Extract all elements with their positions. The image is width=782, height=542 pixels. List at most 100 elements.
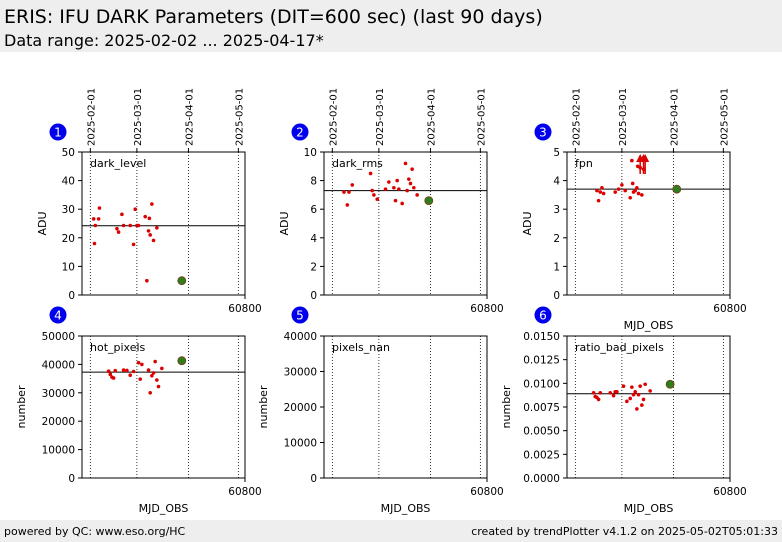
data-point	[383, 187, 388, 191]
page-title: ERIS: IFU DARK Parameters (DIT=600 sec) …	[4, 6, 543, 28]
y-tick-label: 8	[310, 176, 317, 188]
data-point	[615, 390, 619, 394]
plot-frame	[81, 151, 246, 296]
y-tick-label: 0.0000	[523, 473, 560, 485]
data-point	[111, 376, 116, 380]
panel-label: ratio_bad_pixels	[575, 341, 664, 354]
y-tick-label: 30	[62, 204, 75, 216]
y-tick-label: 50	[62, 147, 75, 159]
data-point	[347, 190, 351, 194]
data-point	[635, 407, 639, 411]
panel-label: hot_pixels	[90, 341, 146, 354]
data-point	[136, 223, 141, 228]
data-point	[131, 369, 136, 374]
y-tick-label: 0	[553, 290, 560, 302]
data-point	[636, 191, 641, 196]
out-of-range-arrow	[641, 154, 650, 162]
x-tick-label: 60800	[228, 486, 261, 498]
data-point	[147, 216, 152, 221]
date-tick-label: 2025-03-01	[375, 88, 386, 146]
latest-point	[665, 379, 675, 389]
panel-number: 1	[54, 126, 62, 140]
panel-number-badge	[291, 123, 309, 141]
data-point	[116, 230, 121, 234]
panel-number-badge	[49, 123, 67, 141]
latest-point	[424, 196, 434, 206]
data-point	[155, 378, 159, 382]
data-point	[596, 397, 601, 402]
data-point	[596, 198, 601, 203]
panel-number: 4	[54, 309, 62, 323]
y-tick-label: 0.0025	[523, 449, 560, 461]
y-tick-label: 10000	[42, 445, 75, 457]
latest-point	[672, 184, 682, 194]
panel-label: pixels_nan	[332, 341, 390, 354]
data-point	[156, 384, 161, 389]
panel-number: 6	[539, 309, 547, 323]
data-point	[415, 193, 419, 197]
data-point	[138, 377, 143, 381]
data-point	[393, 198, 398, 203]
plot-frame	[81, 335, 246, 479]
y-tick-label: 0	[310, 473, 317, 485]
data-point	[620, 183, 624, 187]
y-tick-label: 10000	[284, 438, 317, 450]
data-point	[628, 195, 633, 200]
footer-timestamp: created by trendPlotter v4.1.2 on 2025-0…	[471, 525, 778, 538]
data-point	[133, 207, 138, 211]
data-point	[148, 233, 152, 237]
data-point	[400, 201, 404, 206]
date-tick-label: 2025-03-01	[133, 88, 144, 146]
data-point	[630, 385, 634, 389]
data-point	[595, 188, 599, 193]
data-point	[151, 238, 156, 243]
data-point	[143, 214, 148, 219]
y-axis-label: ADU	[278, 211, 291, 235]
data-point	[153, 359, 157, 364]
data-point	[631, 392, 636, 397]
data-point	[140, 362, 144, 367]
data-point	[623, 188, 628, 193]
y-tick-label: 10	[62, 261, 75, 273]
date-tick-label: 2025-05-01	[719, 88, 730, 146]
data-point	[625, 399, 629, 404]
data-point	[638, 384, 642, 388]
data-point	[146, 229, 151, 233]
data-point	[128, 223, 133, 228]
x-tick-label: 60800	[470, 303, 503, 315]
data-point	[121, 223, 126, 228]
x-axis-label: MJD_OBS	[624, 502, 674, 515]
data-point	[136, 360, 141, 365]
panel-number-badge	[534, 306, 552, 324]
latest-point	[177, 276, 187, 286]
y-tick-label: 40000	[42, 359, 75, 371]
panel-number-badge	[291, 306, 309, 324]
footer-bar: powered by QC: www.eso.org/HC created by…	[0, 520, 782, 542]
plot-frame	[566, 151, 731, 296]
plot-frame	[323, 335, 488, 479]
data-point	[91, 217, 96, 221]
data-point	[375, 197, 380, 201]
y-axis-label: number	[500, 385, 513, 428]
y-tick-label: 0.0075	[523, 402, 560, 414]
data-point	[621, 384, 626, 388]
panel-number: 5	[296, 309, 304, 323]
data-point	[601, 191, 606, 196]
y-tick-label: 10	[304, 147, 317, 159]
y-tick-label: 2	[553, 233, 560, 245]
date-tick-label: 2025-02-01	[571, 88, 582, 146]
data-point	[636, 392, 641, 397]
data-point	[160, 366, 164, 371]
date-tick-label: 2025-03-01	[618, 88, 629, 146]
data-point	[120, 212, 124, 217]
y-tick-label: 4	[553, 176, 560, 188]
y-tick-label: 40	[62, 176, 75, 188]
data-point	[342, 190, 346, 194]
x-axis-label: MJD_OBS	[624, 319, 674, 332]
data-point	[97, 206, 102, 210]
header-bar: ERIS: IFU DARK Parameters (DIT=600 sec) …	[0, 0, 782, 52]
data-point	[131, 242, 136, 247]
x-tick-label: 60800	[470, 486, 503, 498]
data-point	[405, 188, 409, 193]
data-point	[397, 187, 401, 191]
